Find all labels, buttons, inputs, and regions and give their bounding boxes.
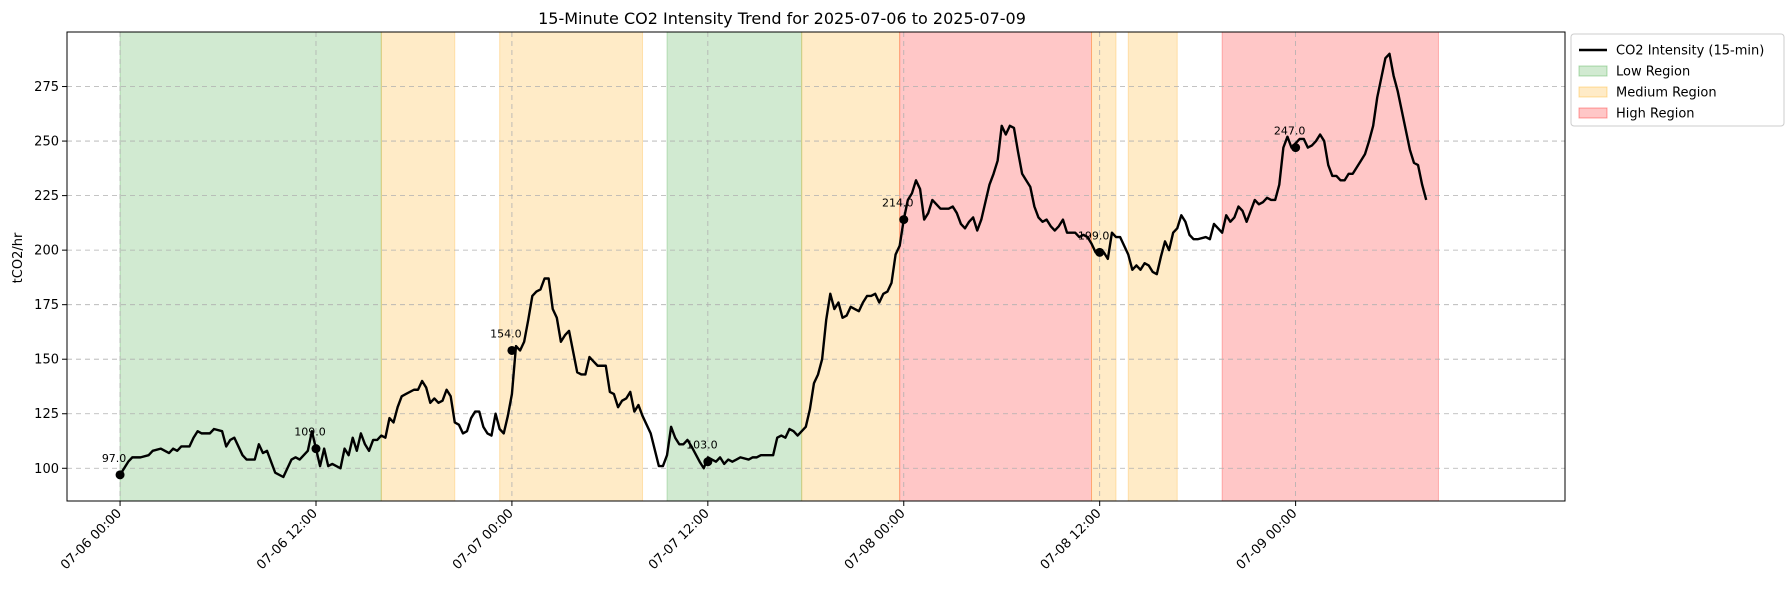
y-tick-label: 175 <box>34 298 59 313</box>
legend-label: CO2 Intensity (15-min) <box>1616 44 1764 59</box>
plot-frame <box>66 31 1566 502</box>
x-tick-label: 07-08 12:00 <box>1038 506 1105 573</box>
region-medium <box>1091 31 1117 502</box>
data-point-marker <box>1095 247 1105 257</box>
y-tick-label: 225 <box>34 189 59 204</box>
region-low <box>666 31 803 502</box>
legend: CO2 Intensity (15-min) Low Region Medium R… <box>1570 33 1785 127</box>
data-point-marker <box>899 215 909 225</box>
legend-patch-swatch <box>1578 65 1608 77</box>
region-medium <box>801 31 901 502</box>
series-line-group <box>119 52 1428 479</box>
data-point-marker <box>1291 143 1301 153</box>
legend-patch-swatch <box>1578 86 1608 98</box>
legend-label: Medium Region <box>1616 86 1717 101</box>
region-medium <box>380 31 456 502</box>
legend-label: High Region <box>1616 107 1695 122</box>
data-point-marker <box>703 457 713 467</box>
x-tick-label: 07-06 00:00 <box>58 506 125 573</box>
chart-title: 15-Minute CO2 Intensity Trend for 2025-0… <box>538 9 1026 28</box>
data-point-marker <box>115 470 125 480</box>
y-axis-label: tCO2/hr <box>11 232 26 283</box>
data-point-marker <box>507 345 517 355</box>
legend-box <box>1570 33 1785 127</box>
legend-patch-swatch <box>1578 107 1608 119</box>
region-medium <box>499 31 644 502</box>
data-point-marker <box>311 444 321 454</box>
x-tick-label: 07-08 00:00 <box>842 506 909 573</box>
data-label: 109.0 <box>294 426 326 439</box>
region-high <box>899 31 1093 502</box>
y-tick-label: 125 <box>34 407 59 422</box>
series-line <box>119 52 1428 479</box>
x-tick-label: 07-09 00:00 <box>1234 506 1301 573</box>
data-label: 247.0 <box>1274 125 1306 138</box>
y-tick-label: 100 <box>34 462 59 477</box>
y-tick-label: 200 <box>34 244 59 259</box>
y-tick-label: 275 <box>34 80 59 95</box>
y-tick-label: 150 <box>34 353 59 368</box>
data-label: 214.0 <box>882 197 914 210</box>
region-low <box>119 31 382 502</box>
legend-label: Low Region <box>1616 65 1690 80</box>
data-label: 103.0 <box>686 439 718 452</box>
grid-lines <box>67 32 1565 501</box>
x-tick-label: 07-06 12:00 <box>254 506 321 573</box>
region-high <box>1221 31 1439 502</box>
x-tick-label: 07-07 00:00 <box>450 506 517 573</box>
data-label: 154.0 <box>490 327 522 340</box>
marker-group: 97.0 109.0 154.0 103.0 214.0 199.0 247.0 <box>102 125 1306 480</box>
data-label: 199.0 <box>1078 229 1110 242</box>
y-tick-label: 250 <box>34 135 59 150</box>
data-label: 97.0 <box>102 452 127 465</box>
x-tick-label: 07-07 12:00 <box>646 506 713 573</box>
